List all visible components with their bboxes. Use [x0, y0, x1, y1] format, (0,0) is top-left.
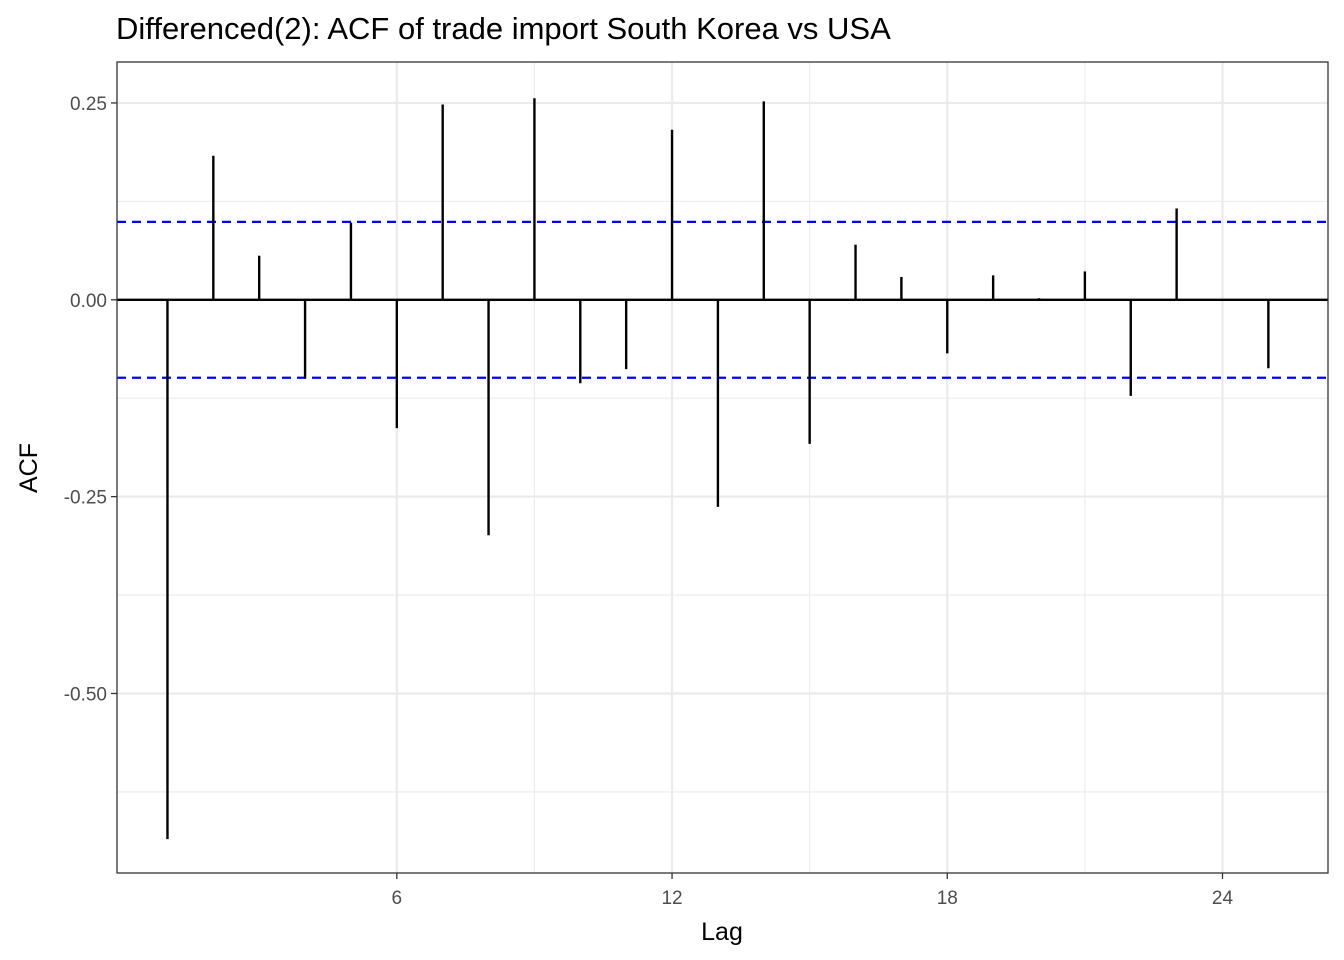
x-tick-label: 12 [661, 888, 682, 909]
y-tick-label: -0.50 [64, 684, 107, 705]
x-axis-title: Lag [701, 918, 743, 946]
chart-title: Differenced(2): ACF of trade import Sout… [116, 11, 891, 46]
y-tick-label: -0.25 [64, 488, 107, 509]
x-tick-label: 6 [392, 888, 403, 909]
y-axis: 0.25 0.00 -0.25 -0.50 [64, 94, 117, 705]
x-tick-label: 24 [1212, 888, 1234, 909]
acf-bars [166, 98, 1270, 840]
y-tick-label: 0.00 [70, 291, 107, 312]
y-axis-title: ACF [15, 443, 43, 493]
panel-border [116, 61, 1329, 874]
x-axis: 6 12 18 24 [392, 873, 1234, 909]
y-tick-label: 0.25 [70, 94, 107, 115]
x-tick-label: 18 [937, 888, 958, 909]
confidence-bounds [117, 220, 1328, 379]
